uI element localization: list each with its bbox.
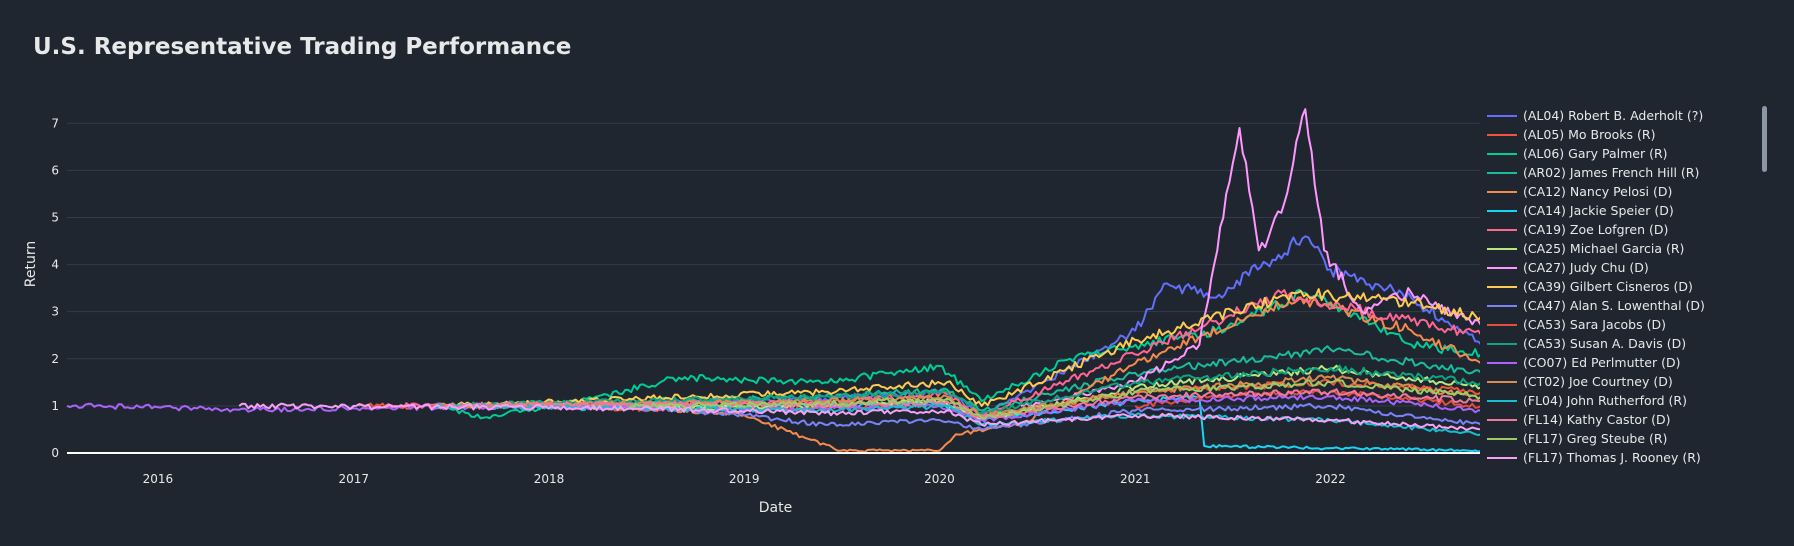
legend-label: (FL04) John Rutherford (R) <box>1523 393 1687 408</box>
legend-item[interactable]: (CA53) Sara Jacobs (D) <box>1487 315 1757 334</box>
legend-label: (CA12) Nancy Pelosi (D) <box>1523 184 1673 199</box>
series-line[interactable] <box>433 364 1481 415</box>
legend-item[interactable]: (CA47) Alan S. Lowenthal (D) <box>1487 296 1757 315</box>
y-tick-label: 7 <box>51 116 59 130</box>
series-line[interactable] <box>433 235 1481 417</box>
legend-label: (CO07) Ed Perlmutter (D) <box>1523 355 1681 370</box>
y-tick-label: 3 <box>51 305 59 319</box>
legend-swatch <box>1487 190 1517 193</box>
legend-label: (AL05) Mo Brooks (R) <box>1523 127 1656 142</box>
x-tick-label: 2017 <box>338 472 369 486</box>
legend-swatch <box>1487 266 1517 269</box>
x-tick-label: 2016 <box>143 472 174 486</box>
legend-item[interactable]: (CA19) Zoe Lofgren (D) <box>1487 220 1757 239</box>
y-axis-label: Return <box>23 241 39 287</box>
x-tick-label: 2019 <box>729 472 760 486</box>
legend-swatch <box>1487 228 1517 231</box>
legend-label: (AL04) Robert B. Aderholt (?) <box>1523 108 1704 123</box>
legend-swatch <box>1487 361 1517 364</box>
legend-swatch <box>1487 342 1517 345</box>
series-line[interactable] <box>1020 108 1480 407</box>
series-line[interactable] <box>238 402 1480 431</box>
legend-item[interactable]: (FL04) John Rutherford (R) <box>1487 391 1757 410</box>
legend-item[interactable]: (AL04) Robert B. Aderholt (?) <box>1487 106 1757 125</box>
legend-swatch <box>1487 380 1517 383</box>
legend-item[interactable]: (CO07) Ed Perlmutter (D) <box>1487 353 1757 372</box>
legend-swatch <box>1487 171 1517 174</box>
legend-label: (AR02) James French Hill (R) <box>1523 165 1700 180</box>
legend-label: (CA47) Alan S. Lowenthal (D) <box>1523 298 1705 313</box>
x-tick-label: 2022 <box>1315 472 1346 486</box>
y-tick-label: 5 <box>51 210 59 224</box>
legend-label: (CA14) Jackie Speier (D) <box>1523 203 1674 218</box>
x-tick-labels: 2016 2017 2018 2019 2020 2021 2022 <box>143 472 1346 486</box>
series-line[interactable] <box>548 364 1480 421</box>
legend-swatch <box>1487 209 1517 212</box>
x-tick-label: 2021 <box>1120 472 1151 486</box>
legend-label: (FL17) Greg Steube (R) <box>1523 431 1668 446</box>
legend-swatch <box>1487 456 1517 459</box>
legend-swatch <box>1487 399 1517 402</box>
legend-item[interactable]: (AR02) James French Hill (R) <box>1487 163 1757 182</box>
legend-label: (CA27) Judy Chu (D) <box>1523 260 1649 275</box>
legend-label: (CA53) Sara Jacobs (D) <box>1523 317 1666 332</box>
legend-label: (CA39) Gilbert Cisneros (D) <box>1523 279 1693 294</box>
series-line[interactable] <box>384 289 1480 417</box>
legend-swatch <box>1487 418 1517 421</box>
legend-item[interactable]: (CA25) Michael Garcia (R) <box>1487 239 1757 258</box>
legend-swatch <box>1487 285 1517 288</box>
legend-item[interactable]: (CA27) Judy Chu (D) <box>1487 258 1757 277</box>
series-line[interactable] <box>433 288 1481 420</box>
legend-item[interactable]: (AL05) Mo Brooks (R) <box>1487 125 1757 144</box>
legend-swatch <box>1487 114 1517 117</box>
line-chart[interactable]: 0 1 2 3 4 5 6 7 2016 2017 2018 2019 2020 2021 2022 Da… <box>0 0 1480 546</box>
legend-label: (FL17) Thomas J. Rooney (R) <box>1523 450 1701 465</box>
legend-label: (FL14) Kathy Castor (D) <box>1523 412 1671 427</box>
x-tick-label: 2018 <box>534 472 565 486</box>
legend-item[interactable]: (FL14) Kathy Castor (D) <box>1487 410 1757 429</box>
y-tick-label: 2 <box>51 352 59 366</box>
legend-swatch <box>1487 247 1517 250</box>
legend-swatch <box>1487 304 1517 307</box>
legend-item[interactable]: (FL17) Greg Steube (R) <box>1487 429 1757 448</box>
legend-item[interactable]: (CA53) Susan A. Davis (D) <box>1487 334 1757 353</box>
legend-label: (AL06) Gary Palmer (R) <box>1523 146 1668 161</box>
series-lines[interactable] <box>66 108 1481 453</box>
series-line[interactable] <box>434 288 1481 409</box>
legend-item[interactable]: (AL06) Gary Palmer (R) <box>1487 144 1757 163</box>
legend-label: (CT02) Joe Courtney (D) <box>1523 374 1673 389</box>
series-line[interactable] <box>629 378 1480 420</box>
y-tick-label: 1 <box>51 399 59 413</box>
legend-label: (CA25) Michael Garcia (R) <box>1523 241 1685 256</box>
chart-legend[interactable]: (AL04) Robert B. Aderholt (?) (AL05) Mo B… <box>1487 106 1757 468</box>
legend-swatch <box>1487 323 1517 326</box>
legend-swatch <box>1487 437 1517 440</box>
chart-title: U.S. Representative Trading Performance <box>33 34 572 60</box>
y-tick-labels: 0 1 2 3 4 5 6 7 <box>51 116 59 460</box>
series-line[interactable] <box>434 388 1481 419</box>
legend-label: (CA53) Susan A. Davis (D) <box>1523 336 1687 351</box>
legend-item[interactable]: (CT02) Joe Courtney (D) <box>1487 372 1757 391</box>
y-tick-label: 4 <box>51 258 59 272</box>
x-axis-label: Date <box>759 500 792 516</box>
legend-swatch <box>1487 133 1517 136</box>
legend-item[interactable]: (CA12) Nancy Pelosi (D) <box>1487 182 1757 201</box>
x-tick-label: 2020 <box>924 472 955 486</box>
series-line[interactable] <box>66 393 1480 423</box>
y-tick-label: 6 <box>51 163 59 177</box>
legend-scrollbar[interactable] <box>1762 106 1767 172</box>
legend-item[interactable]: (CA14) Jackie Speier (D) <box>1487 201 1757 220</box>
y-tick-label: 0 <box>51 446 59 460</box>
legend-item[interactable]: (CA39) Gilbert Cisneros (D) <box>1487 277 1757 296</box>
legend-label: (CA19) Zoe Lofgren (D) <box>1523 222 1669 237</box>
legend-item[interactable]: (FL17) Thomas J. Rooney (R) <box>1487 448 1757 467</box>
series-line[interactable] <box>434 296 1481 453</box>
legend-swatch <box>1487 152 1517 155</box>
